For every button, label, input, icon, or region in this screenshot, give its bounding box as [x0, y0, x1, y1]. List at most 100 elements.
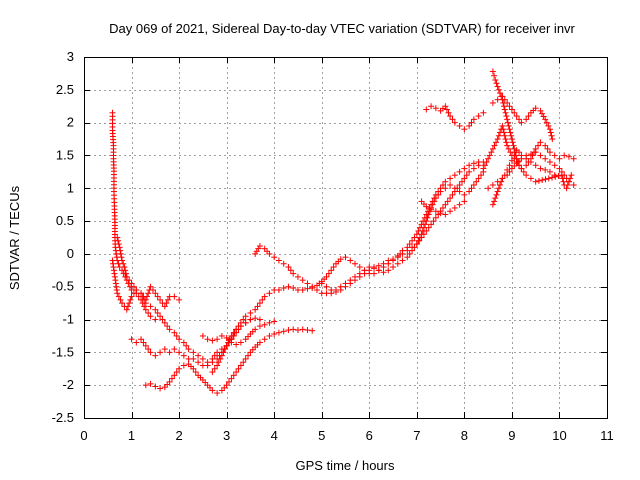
data-point	[551, 152, 558, 159]
y-tick-label: 1.5	[56, 147, 74, 162]
data-point	[304, 280, 311, 287]
data-point	[475, 175, 482, 182]
data-point	[456, 188, 463, 195]
data-point	[432, 208, 439, 215]
data-point	[546, 168, 553, 175]
data-point	[199, 332, 206, 339]
data-point	[252, 326, 259, 333]
data-point	[195, 352, 202, 359]
data-point	[309, 327, 316, 334]
data-point	[480, 165, 487, 172]
data-point	[413, 241, 420, 248]
data-point	[397, 250, 404, 257]
y-axis-label: SDTVAR / TECUs	[7, 185, 22, 290]
data-point	[290, 285, 297, 292]
data-point	[147, 303, 154, 310]
data-point	[483, 159, 490, 166]
data-point	[211, 365, 218, 372]
data-point	[493, 191, 500, 198]
data-point	[117, 250, 124, 257]
data-point	[242, 313, 249, 320]
data-point	[121, 264, 128, 271]
data-point	[456, 181, 463, 188]
data-point	[235, 365, 242, 372]
data-point	[157, 296, 164, 303]
data-point	[247, 309, 254, 316]
data-point	[545, 175, 552, 182]
data-point	[217, 355, 224, 362]
data-point	[488, 149, 495, 156]
data-point	[171, 346, 178, 353]
data-point	[406, 250, 413, 257]
data-point	[318, 280, 325, 287]
data-point	[475, 159, 482, 166]
data-point	[537, 107, 544, 114]
data-point	[287, 267, 294, 274]
data-point	[556, 165, 563, 172]
data-point	[537, 165, 544, 172]
data-point	[215, 359, 222, 366]
data-point	[142, 342, 149, 349]
data-point	[166, 349, 173, 356]
data-point	[551, 162, 558, 169]
data-point	[147, 283, 154, 290]
y-tick-label: -2	[62, 377, 74, 392]
data-point	[352, 273, 359, 280]
data-point	[558, 172, 565, 179]
data-point	[409, 247, 416, 254]
data-point	[437, 188, 444, 195]
data-point	[500, 126, 507, 133]
data-point	[152, 316, 159, 323]
data-point	[501, 132, 508, 139]
data-point	[406, 241, 413, 248]
data-point	[304, 285, 311, 292]
data-point	[225, 339, 232, 346]
data-point	[539, 177, 546, 184]
data-point	[409, 237, 416, 244]
data-point	[228, 332, 235, 339]
data-point	[428, 206, 435, 213]
data-point	[537, 152, 544, 159]
data-point	[439, 204, 446, 211]
data-point	[431, 198, 438, 205]
data-point	[499, 93, 506, 100]
data-point	[449, 116, 456, 123]
data-point	[527, 175, 534, 182]
chart-title: Day 069 of 2021, Sidereal Day-to-day VTE…	[109, 21, 575, 36]
data-point	[523, 116, 530, 123]
data-point	[256, 339, 263, 346]
data-point	[546, 149, 553, 156]
data-point	[128, 336, 135, 343]
x-tick-label: 10	[552, 428, 566, 443]
y-tick-label: -2.5	[52, 410, 74, 425]
data-point	[527, 159, 534, 166]
data-point	[404, 254, 411, 261]
data-point	[411, 234, 418, 241]
data-point	[523, 162, 530, 169]
data-point	[347, 277, 354, 284]
data-point	[499, 122, 506, 129]
data-point	[540, 113, 547, 120]
data-point	[280, 260, 287, 267]
data-point	[218, 352, 225, 359]
grid	[84, 57, 607, 418]
data-point	[361, 267, 368, 274]
data-point	[548, 132, 555, 139]
data-point	[423, 218, 430, 225]
data-point	[568, 172, 575, 179]
data-point	[247, 316, 254, 323]
data-point	[145, 290, 152, 297]
data-point	[570, 155, 577, 162]
data-point	[173, 369, 180, 376]
data-point	[507, 149, 514, 156]
x-tick-label: 0	[80, 428, 87, 443]
data-point	[141, 296, 148, 303]
data-point	[237, 362, 244, 369]
data-point	[385, 260, 392, 267]
data-point	[180, 352, 187, 359]
data-point	[508, 136, 515, 143]
data-point	[115, 293, 122, 300]
data-point	[520, 168, 527, 175]
data-point	[271, 254, 278, 261]
